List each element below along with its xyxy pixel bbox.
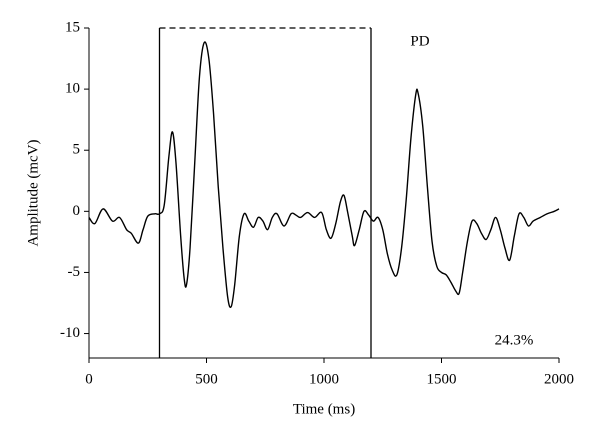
y-tick-label: 0 <box>73 203 81 219</box>
line-series <box>88 41 560 309</box>
y-tick-label: 15 <box>65 19 80 35</box>
y-tick-label: -10 <box>60 325 80 341</box>
annotation: 24.3% <box>495 332 534 348</box>
x-tick-label: 1000 <box>309 371 339 387</box>
x-tick-label: 2000 <box>544 371 574 387</box>
x-tick-label: 1500 <box>427 371 457 387</box>
annotation: PD <box>410 33 429 49</box>
y-axis-label: Amplitude (mcV) <box>25 139 41 246</box>
y-tick-label: -5 <box>68 264 81 280</box>
x-tick-label: 0 <box>85 371 93 387</box>
x-axis-label: Time (ms) <box>293 401 355 417</box>
y-tick-label: 10 <box>65 81 80 97</box>
x-tick-label: 500 <box>195 371 218 387</box>
y-tick-label: 5 <box>73 142 81 158</box>
